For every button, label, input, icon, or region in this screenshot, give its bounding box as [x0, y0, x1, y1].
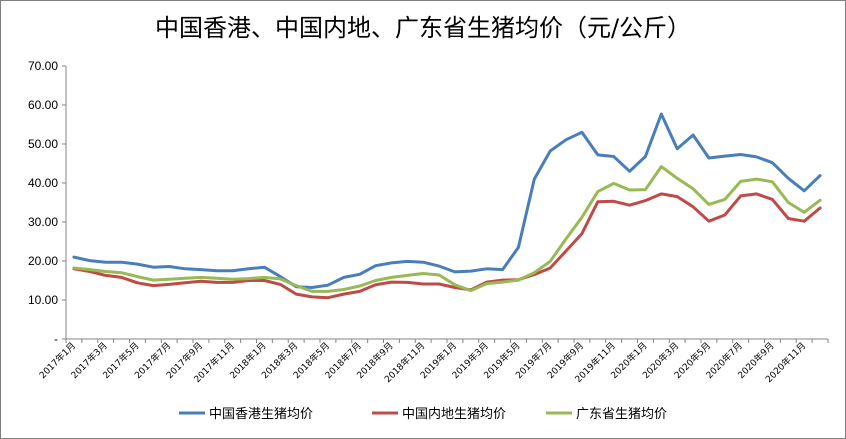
y-tick-label: 60.00	[28, 98, 58, 112]
y-tick-label: 70.00	[28, 59, 58, 73]
legend-label-2: 中国内地生猪均价	[402, 406, 506, 422]
legend-label-1: 中国香港生猪均价	[209, 407, 313, 422]
legend: 中国香港生猪均价 中国内地生猪均价 广东省生猪均价	[179, 406, 667, 422]
series-lines	[72, 112, 822, 300]
series-line-3	[72, 165, 822, 293]
y-tick-label: 50.00	[28, 137, 58, 151]
chart-title: 中国香港、中国内地、广东省生猪均价（元/公斤）	[154, 14, 692, 42]
y-tick-label: -	[54, 332, 58, 346]
x-axis-ticks: 2017年1月2017年3月2017年5月2017年7月2017年9月2017年…	[37, 339, 829, 385]
series-line-1	[72, 112, 822, 289]
legend-label-3: 广东省生猪均价	[576, 407, 667, 422]
y-axis-ticks: - 10.00 20.00 30.00 40.00 50.00 60.00 70.00	[28, 59, 66, 346]
y-tick-label: 30.00	[28, 215, 58, 229]
y-tick-label: 40.00	[28, 176, 58, 190]
series-line-2	[72, 192, 822, 300]
y-tick-label: 10.00	[28, 293, 58, 307]
y-tick-label: 20.00	[28, 254, 58, 268]
